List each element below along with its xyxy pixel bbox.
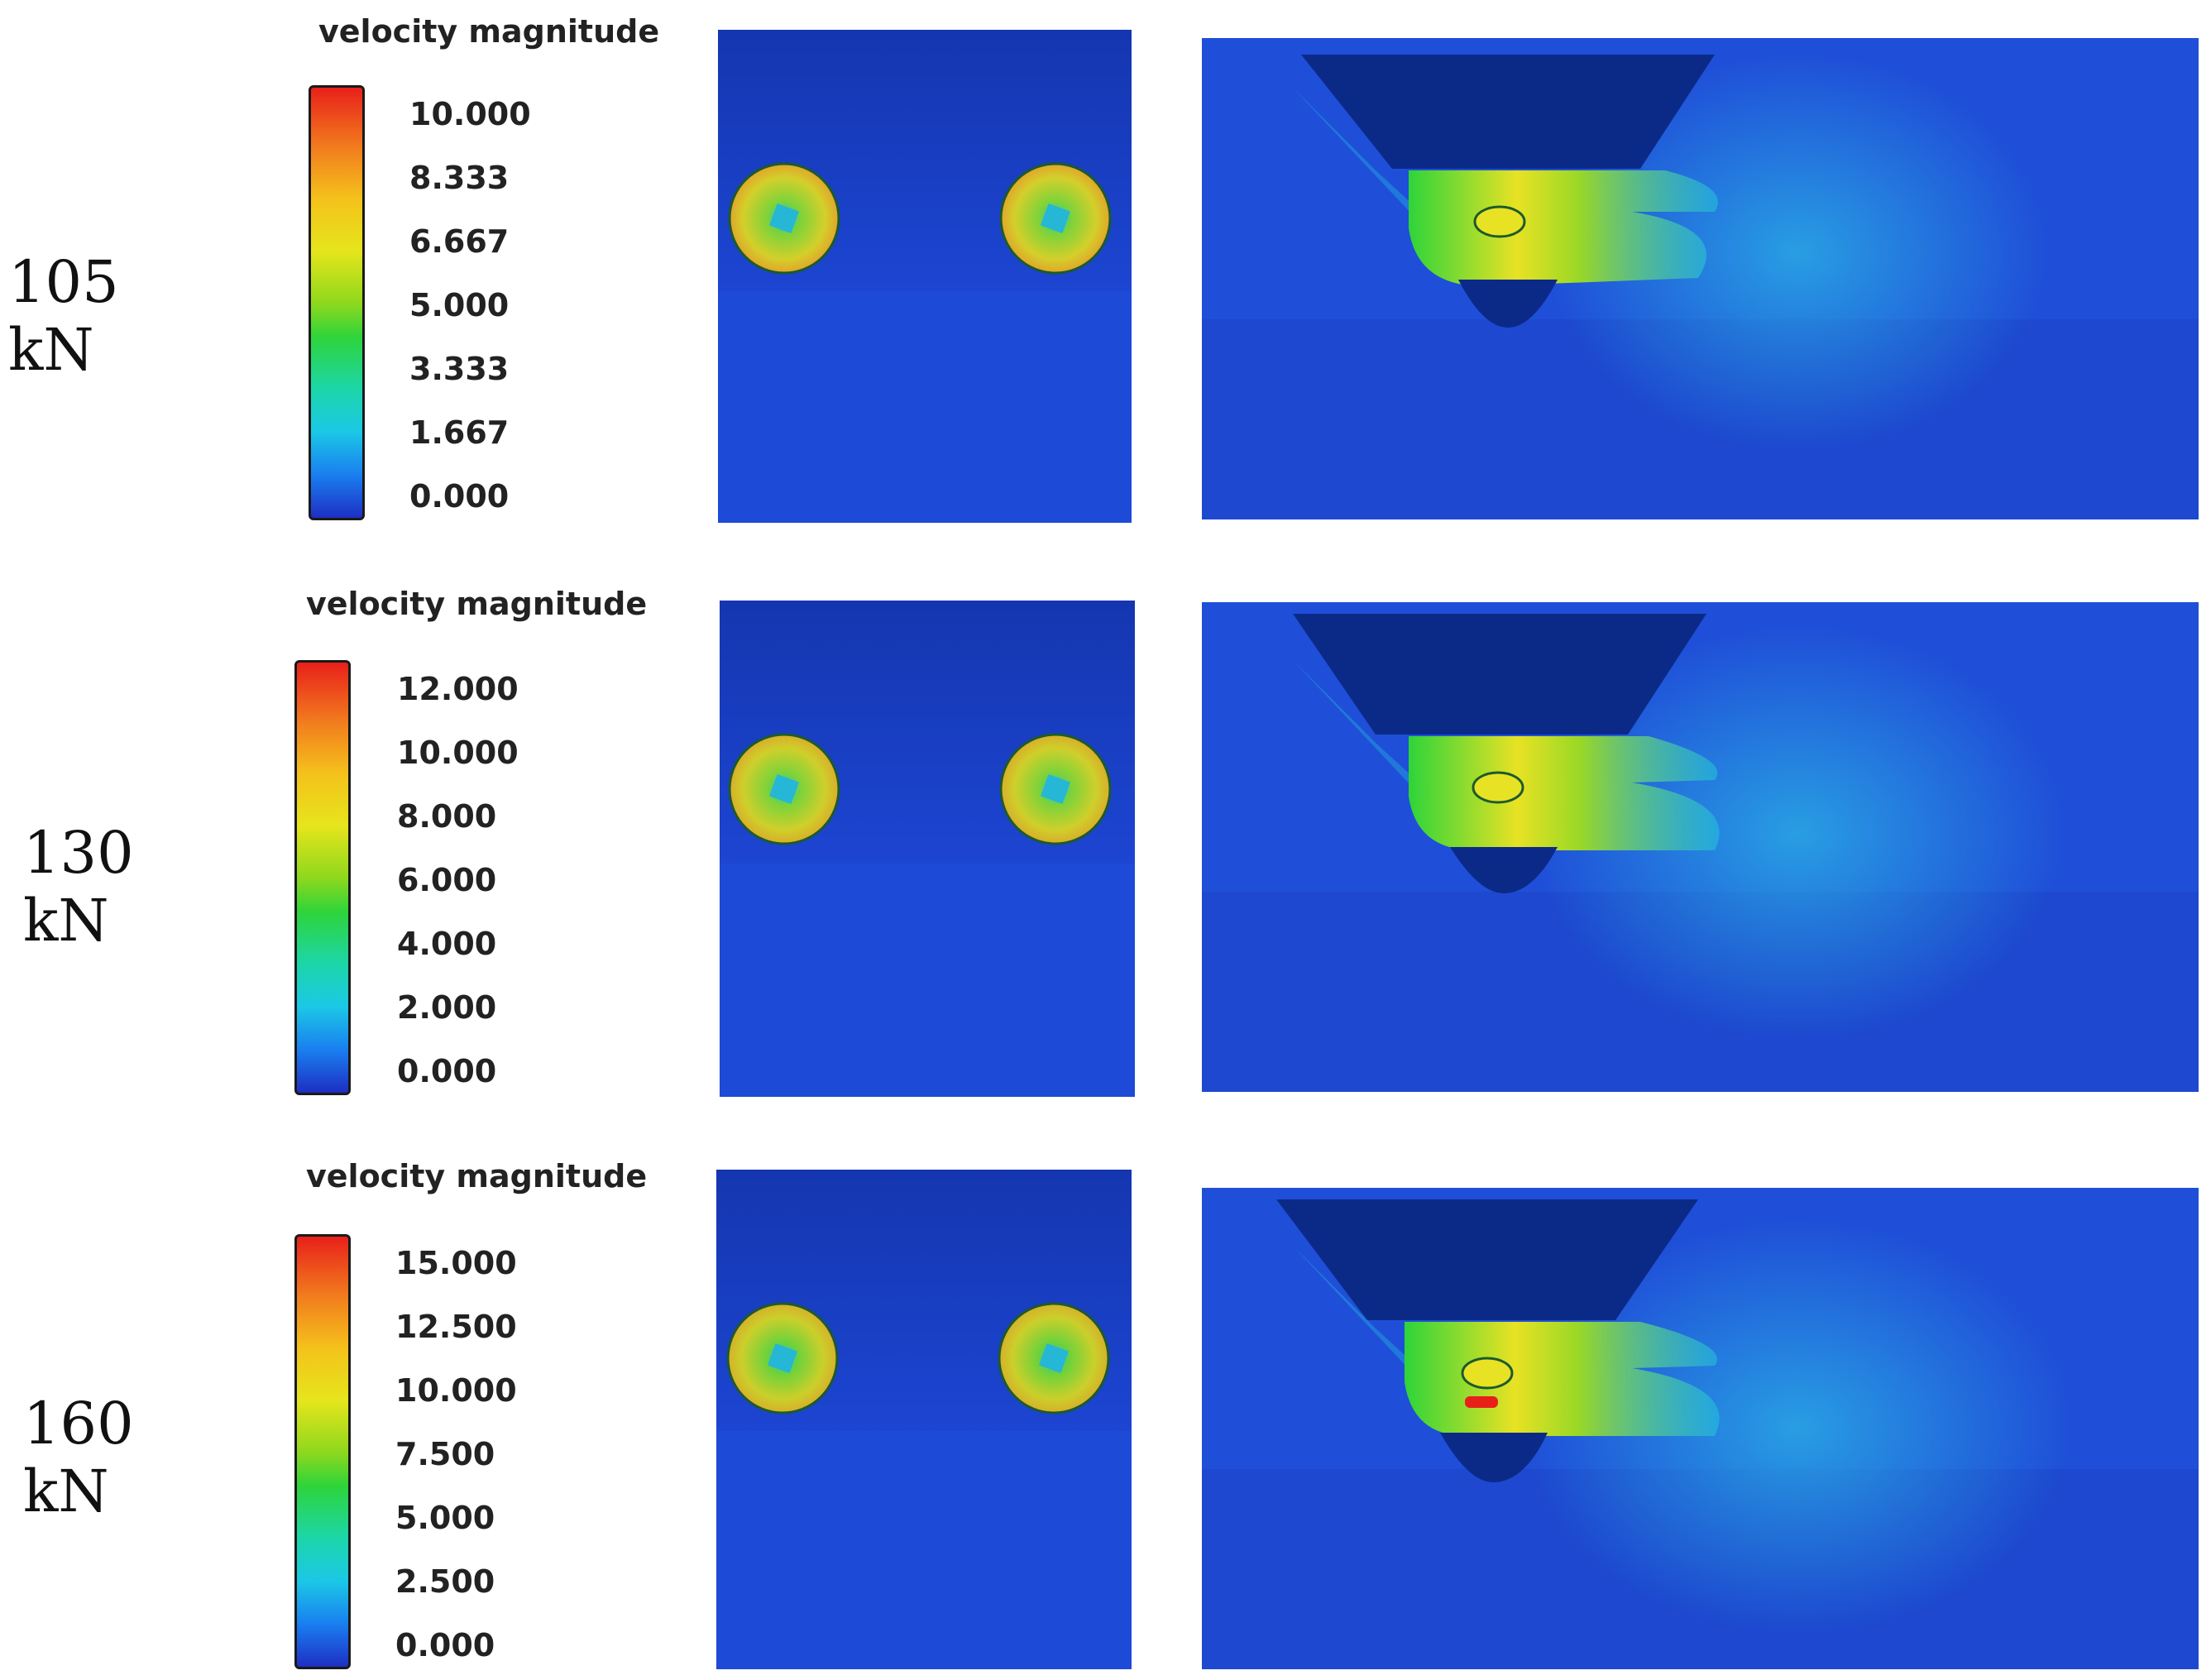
tick-label: 12.000 xyxy=(397,671,519,707)
thrust-label: 105 kN xyxy=(8,248,119,384)
thruster-pod xyxy=(1458,280,1558,328)
front-view-panel xyxy=(720,601,1135,1097)
tick-label: 0.000 xyxy=(395,1627,495,1663)
propeller-disk-right xyxy=(999,162,1112,275)
tick-label: 7.500 xyxy=(395,1436,495,1472)
legend-title: velocity magnitude xyxy=(306,1158,648,1194)
hull-body xyxy=(1301,55,1715,169)
colorbar xyxy=(294,660,351,1095)
front-view-panel xyxy=(718,30,1132,523)
thrust-label: 130 kN xyxy=(23,819,134,955)
tick-label: 4.000 xyxy=(397,926,497,962)
hull-body xyxy=(1276,1199,1698,1320)
thrust-label: 160 kN xyxy=(23,1390,134,1525)
tick-label: 6.000 xyxy=(397,862,497,898)
legend-title: velocity magnitude xyxy=(306,586,648,622)
row-160kn: 160 kN velocity magnitude 15.000 12.500 … xyxy=(0,1142,2211,1671)
side-view-panel xyxy=(1202,1188,2199,1669)
tick-label: 15.000 xyxy=(395,1245,517,1281)
hull-body xyxy=(1293,614,1706,735)
tick-label: 12.500 xyxy=(395,1309,517,1345)
thruster-pod xyxy=(1450,847,1558,893)
tick-label: 2.000 xyxy=(397,989,497,1026)
tick-label: 8.000 xyxy=(397,798,497,835)
tick-label: 5.000 xyxy=(409,287,510,323)
propeller-disk-right xyxy=(998,1302,1110,1414)
propeller-disk-left xyxy=(726,1302,839,1414)
thruster-pod xyxy=(1440,1433,1548,1482)
tick-label: 10.000 xyxy=(397,735,519,771)
tick-label: 6.667 xyxy=(409,223,510,260)
tick-label: 5.000 xyxy=(395,1500,495,1536)
side-view-panel xyxy=(1202,38,2199,519)
colorbar xyxy=(294,1234,351,1669)
propeller-jet xyxy=(1405,1322,1720,1436)
propeller-disk-left xyxy=(728,733,840,845)
propeller-disk-right xyxy=(999,733,1112,845)
tick-label: 8.333 xyxy=(409,160,510,196)
front-view-panel xyxy=(716,1170,1132,1669)
tick-label: 0.000 xyxy=(409,478,510,515)
row-105kn: 105 kN velocity magnitude 10.000 8.333 6… xyxy=(0,0,2211,529)
row-130kn: 130 kN velocity magnitude 12.000 10.000 … xyxy=(0,571,2211,1100)
propeller-jet xyxy=(1409,736,1720,850)
tick-label: 2.500 xyxy=(395,1563,495,1600)
legend-title: velocity magnitude xyxy=(318,13,660,50)
propeller-jet xyxy=(1409,170,1718,286)
tick-label: 3.333 xyxy=(409,351,510,387)
tick-label: 0.000 xyxy=(397,1053,497,1089)
tick-label: 10.000 xyxy=(395,1372,517,1409)
tick-label: 1.667 xyxy=(409,414,510,451)
side-view-panel xyxy=(1202,602,2199,1092)
tick-label: 10.000 xyxy=(409,96,531,132)
colorbar xyxy=(309,85,365,520)
propeller-disk-left xyxy=(728,162,840,275)
